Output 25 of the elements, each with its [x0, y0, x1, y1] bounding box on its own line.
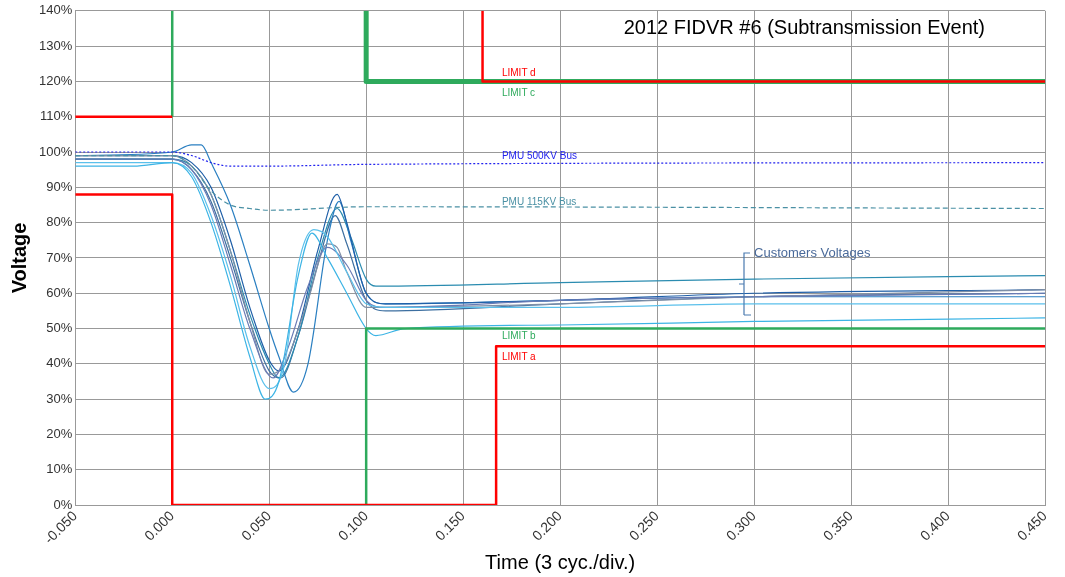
series-label: LIMIT b [501, 330, 537, 342]
y-tick-label: 110% [39, 108, 73, 124]
y-tick-label: 10% [46, 461, 73, 477]
y-tick-label: 100% [39, 143, 73, 159]
chart-title: 2012 FIDVR #6 (Subtransmission Event) [623, 16, 985, 39]
y-tick-label: 70% [46, 249, 73, 265]
y-tick-label: 140% [39, 2, 73, 18]
annotation: Customers Voltages [754, 244, 871, 260]
y-tick-label: 0% [53, 496, 73, 512]
series-label: LIMIT a [501, 350, 537, 362]
y-tick-label: 90% [46, 178, 73, 194]
x-axis-title: Time (3 cyc./div.) [485, 550, 636, 573]
y-tick-label: 80% [46, 214, 73, 230]
series-label: PMU 500KV Bus [501, 150, 577, 162]
y-tick-label: 60% [46, 284, 73, 300]
y-tick-label: 20% [46, 426, 73, 442]
y-tick-label: 50% [46, 320, 73, 336]
series-label: PMU 115KV Bus [501, 196, 577, 208]
y-tick-label: 130% [39, 37, 73, 53]
series-label: LIMIT c [501, 87, 536, 99]
y-tick-label: 30% [46, 390, 73, 406]
series-label: LIMIT d [501, 67, 536, 79]
y-tick-label: 40% [46, 355, 73, 371]
y-axis-title: Voltage [7, 222, 30, 294]
y-tick-label: 120% [39, 72, 73, 88]
